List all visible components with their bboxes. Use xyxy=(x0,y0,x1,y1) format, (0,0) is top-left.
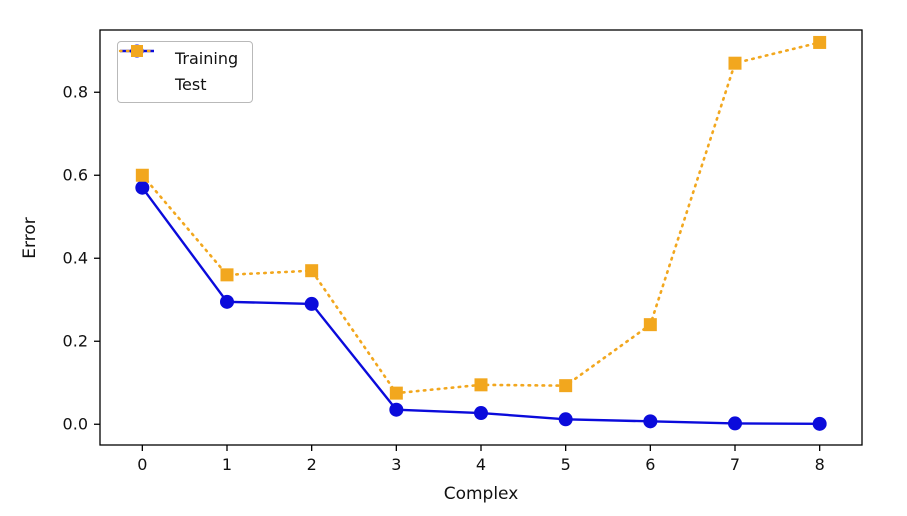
svg-text:7: 7 xyxy=(730,455,740,474)
svg-text:0.4: 0.4 xyxy=(63,248,88,267)
legend: Training Test xyxy=(117,41,254,103)
svg-text:0.6: 0.6 xyxy=(63,165,88,184)
svg-text:2: 2 xyxy=(307,455,317,474)
legend-item-test: Test xyxy=(118,45,238,94)
svg-text:4: 4 xyxy=(476,455,486,474)
svg-text:0.0: 0.0 xyxy=(63,414,88,433)
svg-text:0.2: 0.2 xyxy=(63,331,88,350)
svg-text:3: 3 xyxy=(391,455,401,474)
svg-text:6: 6 xyxy=(645,455,655,474)
svg-text:8: 8 xyxy=(815,455,825,474)
x-axis-label: Complex xyxy=(443,484,519,504)
legend-label-test: Test xyxy=(175,75,207,94)
svg-text:1: 1 xyxy=(222,455,232,474)
svg-text:0: 0 xyxy=(137,455,147,474)
test-line-marker-icon xyxy=(118,45,166,94)
svg-text:5: 5 xyxy=(561,455,571,474)
y-axis-label: Error xyxy=(20,217,40,259)
legend-label-training: Training xyxy=(175,49,239,68)
svg-text:0.8: 0.8 xyxy=(63,82,88,101)
